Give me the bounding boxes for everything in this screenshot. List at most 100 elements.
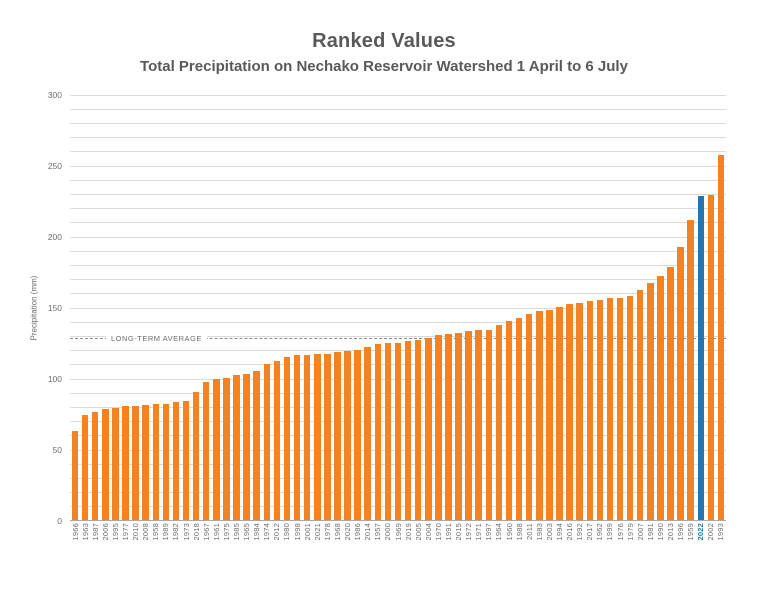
x-tick-label: 1963 [80,523,90,541]
bar [354,349,361,520]
bar [273,360,281,520]
gridline [70,165,726,167]
gridline [70,151,726,153]
x-tick-label: 1966 [70,523,80,541]
bar [515,318,523,520]
x-tick-label: 2006 [100,523,110,541]
bar [71,430,79,520]
gridline [70,264,726,266]
gridline [70,335,726,337]
bar [122,406,129,520]
bar [263,363,271,520]
x-tick-label: 1958 [151,523,161,541]
bar [647,282,654,520]
bar [192,392,200,520]
bar [445,333,452,520]
bar [364,346,371,520]
bar [606,298,614,520]
x-tick-label: 2005 [413,523,423,541]
y-tick-label: 100 [47,374,62,384]
x-tick-label: 1973 [181,523,191,541]
x-tick-label: 1968 [332,523,342,541]
gridline [70,236,726,238]
x-tick-label: 1985 [232,523,242,541]
bar [657,275,664,520]
x-tick-label: 1962 [595,523,605,541]
gridline [70,137,726,139]
bar [152,403,160,520]
bar [596,299,604,520]
bar [505,321,513,520]
bar [616,298,624,520]
x-tick-label: 1991 [443,523,453,541]
gridline [70,307,726,309]
x-tick-label: 1972 [464,523,474,541]
bar [233,375,240,520]
y-tick-label: 0 [57,516,62,526]
long-term-average-label: LONG-TERM AVERAGE [106,333,207,343]
bar [172,402,180,520]
chart-subtitle: Total Precipitation on Nechako Reservoir… [140,58,628,75]
bar [546,309,553,520]
x-tick-label: 1989 [161,523,171,541]
bar [142,404,149,520]
x-tick-label: 1970 [433,523,443,541]
bar [536,311,543,520]
x-tick-label: 1999 [605,523,615,541]
bar [525,314,533,520]
x-tick-label: 1981 [645,523,655,541]
bar [223,378,230,520]
x-tick-label: 2001 [302,523,312,541]
bar [717,155,725,520]
x-tick-label: 1960 [504,523,514,541]
bar [162,403,170,520]
chart-title: Ranked Values [312,30,456,52]
y-tick-label: 200 [47,232,62,242]
x-tick-label: 2019 [403,523,413,541]
x-tick-label-highlighted: 2022 [696,523,706,541]
bar [374,343,382,520]
y-tick-label: 50 [52,445,62,455]
x-tick-label: 2004 [423,523,433,541]
x-tick-label: 2007 [635,523,645,541]
bar [435,335,442,520]
x-tick-label: 1979 [625,523,635,541]
gridline [70,222,726,224]
plot-area: LONG-TERM AVERAGE [70,94,726,521]
y-tick-label: 150 [47,303,62,313]
x-tick-label: 2020 [343,523,353,541]
bar [455,332,462,520]
x-tick-label: 1967 [201,523,211,541]
x-tick-label: 2016 [565,523,575,541]
bar [81,414,89,520]
y-tick-label: 250 [47,161,62,171]
x-tick-label: 1971 [474,523,484,541]
bar [253,370,260,520]
x-tick-label: 2002 [706,523,716,541]
x-tick-label: 1993 [716,523,726,541]
x-tick-label: 2010 [131,523,141,541]
bar [394,342,402,520]
bar [344,351,351,520]
gridline [70,208,726,210]
x-tick-label: 2014 [363,523,373,541]
x-tick-label: 1964 [494,523,504,541]
bar [102,409,109,520]
x-tick-label: 2012 [272,523,282,541]
x-tick-label: 1987 [90,523,100,541]
x-tick-label: 2003 [544,523,554,541]
x-tick-label: 1988 [514,523,524,541]
x-tick-label: 1977 [121,523,130,541]
x-tick-label: 1957 [373,523,383,541]
bar [667,267,674,520]
gridline [70,250,726,252]
bar [465,331,472,520]
x-tick-label: 1978 [322,523,332,541]
gridline [70,108,726,110]
x-tick-label: 1994 [554,523,564,541]
bar [414,339,422,520]
x-tick-label: 1996 [676,523,686,541]
x-tick-label: 2011 [524,523,534,540]
bar [303,355,311,520]
x-tick-label: 1959 [686,523,696,541]
